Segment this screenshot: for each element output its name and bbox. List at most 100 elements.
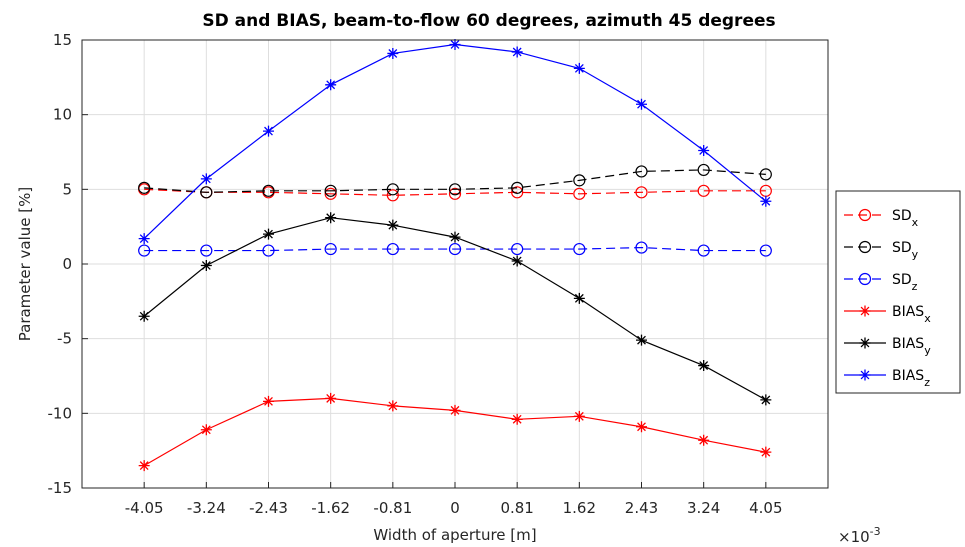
series-line bbox=[144, 169, 766, 193]
data-point bbox=[573, 410, 585, 422]
x-exponent-power: -3 bbox=[870, 525, 881, 538]
data-point bbox=[636, 334, 647, 346]
data-point bbox=[698, 360, 710, 372]
data-point bbox=[759, 244, 772, 257]
data-point bbox=[449, 231, 461, 243]
legend-label: SDz bbox=[892, 272, 918, 293]
legend-label-subscript: y bbox=[912, 248, 919, 261]
data-point bbox=[697, 163, 710, 177]
series-bias-y bbox=[138, 212, 772, 406]
data-point bbox=[759, 168, 772, 181]
legend-label-name: BIAS bbox=[892, 368, 924, 384]
y-tick-label: 0 bbox=[62, 255, 72, 273]
y-axis-label: Parameter value [%] bbox=[16, 187, 34, 342]
legend-label-subscript: x bbox=[912, 216, 919, 229]
data-point bbox=[697, 184, 710, 197]
data-point bbox=[449, 404, 461, 416]
data-point bbox=[511, 181, 524, 194]
series-sd-y bbox=[138, 163, 772, 199]
x-tick-label: 2.43 bbox=[625, 499, 658, 517]
data-point bbox=[448, 183, 462, 196]
data-point bbox=[138, 310, 150, 322]
data-point bbox=[263, 125, 274, 137]
data-point bbox=[573, 292, 585, 304]
data-point bbox=[387, 47, 399, 59]
x-tick-label: 3.24 bbox=[687, 499, 720, 517]
data-point bbox=[635, 186, 648, 199]
data-point bbox=[449, 38, 461, 50]
data-point bbox=[200, 259, 212, 271]
data-point bbox=[325, 392, 337, 404]
chart-title: SD and BIAS, beam-to-flow 60 degrees, az… bbox=[202, 11, 775, 31]
data-point bbox=[511, 46, 523, 58]
data-point bbox=[698, 145, 710, 157]
data-point bbox=[138, 181, 151, 194]
legend-label: BIASz bbox=[892, 368, 930, 389]
legend-box bbox=[835, 190, 961, 394]
data-point bbox=[697, 244, 710, 257]
legend-label: BIASy bbox=[892, 336, 931, 357]
x-tick-label: 0 bbox=[450, 499, 460, 517]
x-axis-exponent: ×10-3 bbox=[838, 525, 881, 546]
data-point bbox=[325, 79, 337, 91]
data-point bbox=[138, 233, 150, 245]
axis-ticks: -4.05 -3.24 -2.43 -1.62 -0.81 0 0.81 1.62 2.43 3.… bbox=[48, 31, 783, 517]
legend-marker bbox=[859, 305, 871, 317]
x-tick-label: -3.24 bbox=[187, 499, 226, 517]
data-point bbox=[511, 255, 523, 267]
x-tick-label: 4.05 bbox=[749, 499, 782, 517]
series-line bbox=[144, 188, 766, 196]
series-group bbox=[138, 38, 772, 472]
grid-lines bbox=[82, 39, 828, 489]
legend-label-name: BIAS bbox=[892, 336, 924, 352]
legend-label-subscript: y bbox=[924, 344, 931, 357]
data-point bbox=[324, 187, 337, 200]
x-tick-label: -0.81 bbox=[373, 499, 412, 517]
data-point bbox=[636, 421, 647, 433]
legend-label-name: SD bbox=[892, 272, 912, 288]
legend-label-name: BIAS bbox=[892, 304, 924, 320]
x-exponent-base: ×10 bbox=[838, 528, 870, 546]
data-point bbox=[760, 394, 772, 406]
data-point bbox=[200, 244, 213, 257]
y-tick-label: 15 bbox=[53, 31, 72, 49]
legend-marker bbox=[859, 337, 871, 349]
legend-marker bbox=[858, 240, 872, 254]
legend-label: SDx bbox=[892, 208, 919, 229]
data-point bbox=[573, 62, 585, 74]
legend-label: SDy bbox=[892, 240, 919, 261]
data-point bbox=[262, 184, 275, 197]
data-point bbox=[760, 195, 772, 207]
legend-marker bbox=[858, 208, 872, 222]
data-point bbox=[324, 184, 337, 197]
data-point bbox=[325, 212, 337, 224]
data-point bbox=[263, 395, 274, 407]
data-point bbox=[138, 460, 150, 472]
data-point bbox=[138, 244, 151, 257]
data-point bbox=[324, 242, 337, 256]
data-point bbox=[263, 228, 274, 240]
data-point bbox=[636, 98, 647, 110]
legend-label: BIASx bbox=[892, 304, 931, 325]
x-tick-label: -1.62 bbox=[311, 499, 350, 517]
y-tick-label: 5 bbox=[62, 180, 72, 198]
data-point bbox=[386, 189, 399, 202]
data-point bbox=[386, 183, 399, 196]
series-sd-z bbox=[138, 241, 772, 257]
y-tick-label: -10 bbox=[48, 404, 73, 422]
data-point bbox=[200, 173, 212, 185]
data-point bbox=[635, 165, 648, 178]
y-tick-label: 10 bbox=[53, 106, 72, 124]
data-point bbox=[262, 244, 275, 257]
data-point bbox=[448, 187, 462, 200]
y-tick-label: -5 bbox=[57, 330, 72, 348]
legend-label-subscript: z bbox=[924, 376, 930, 389]
data-point bbox=[387, 219, 399, 231]
data-point bbox=[386, 242, 399, 256]
legend-label-name: SD bbox=[892, 208, 912, 224]
x-tick-label: 1.62 bbox=[563, 499, 596, 517]
data-point bbox=[573, 187, 586, 200]
x-tick-label: -4.05 bbox=[125, 499, 164, 517]
